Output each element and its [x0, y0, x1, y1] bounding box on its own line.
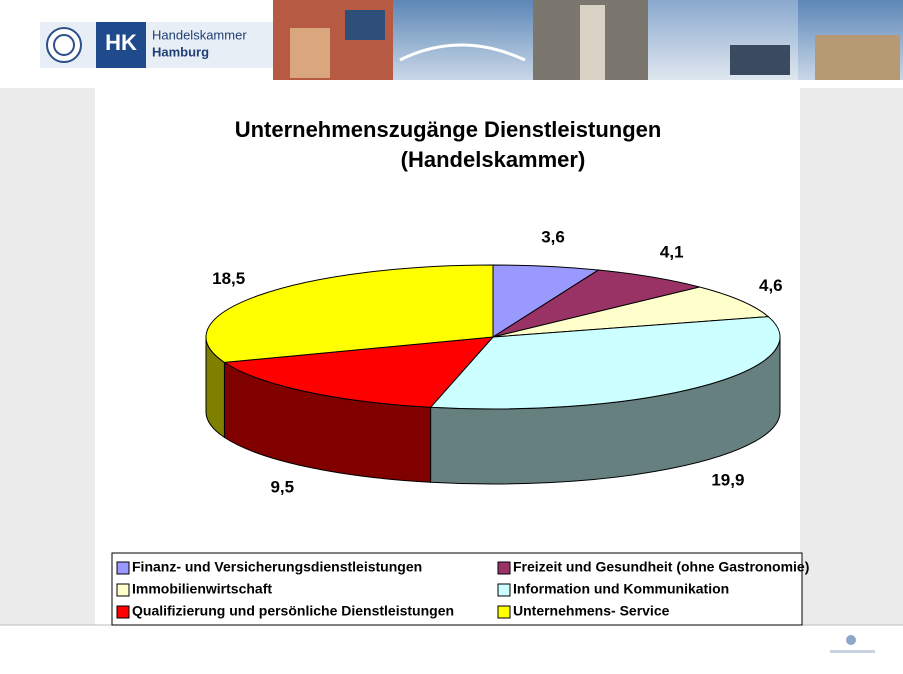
header-photo — [815, 35, 900, 80]
data-label: 9,5 — [270, 478, 294, 497]
footer-logo — [846, 635, 856, 645]
logo-name: Hamburg — [152, 44, 209, 59]
header-photo — [730, 45, 790, 75]
data-label: 18,5 — [212, 269, 245, 288]
legend-label: Finanz- und Versicherungsdienstleistunge… — [132, 559, 422, 575]
legend-swatch — [498, 584, 510, 596]
logo-name: Handelskammer — [152, 27, 247, 42]
legend-label: Freizeit und Gesundheit (ohne Gastronomi… — [513, 559, 809, 575]
legend-swatch — [498, 606, 510, 618]
data-label: 4,1 — [660, 243, 684, 262]
legend-swatch — [117, 606, 129, 618]
legend-swatch — [117, 562, 129, 574]
slide: HK Handelskammer Hamburg Unternehmenszug… — [0, 0, 903, 669]
chart-title: Unternehmenszugänge Dienstleistungen — [235, 117, 662, 142]
header-photo — [345, 10, 385, 40]
header-photo — [290, 28, 330, 78]
legend-swatch — [498, 562, 510, 574]
data-label: 3,6 — [541, 227, 565, 246]
logo-hk: HK — [105, 30, 137, 55]
footer-logo — [830, 650, 875, 653]
chart-subtitle: (Handelskammer) — [401, 147, 586, 172]
legend-swatch — [117, 584, 129, 596]
legend-label: Immobilienwirtschaft — [132, 581, 272, 597]
legend-label: Information und Kommunikation — [513, 581, 729, 597]
data-label: 4,6 — [759, 276, 783, 295]
legend-label: Unternehmens- Service — [513, 603, 670, 619]
header-photo — [393, 0, 533, 80]
data-label: 19,9 — [711, 470, 744, 489]
logo-seal — [47, 28, 81, 62]
legend-label: Qualifizierung und persönliche Dienstlei… — [132, 603, 454, 619]
header-photo — [580, 5, 605, 80]
